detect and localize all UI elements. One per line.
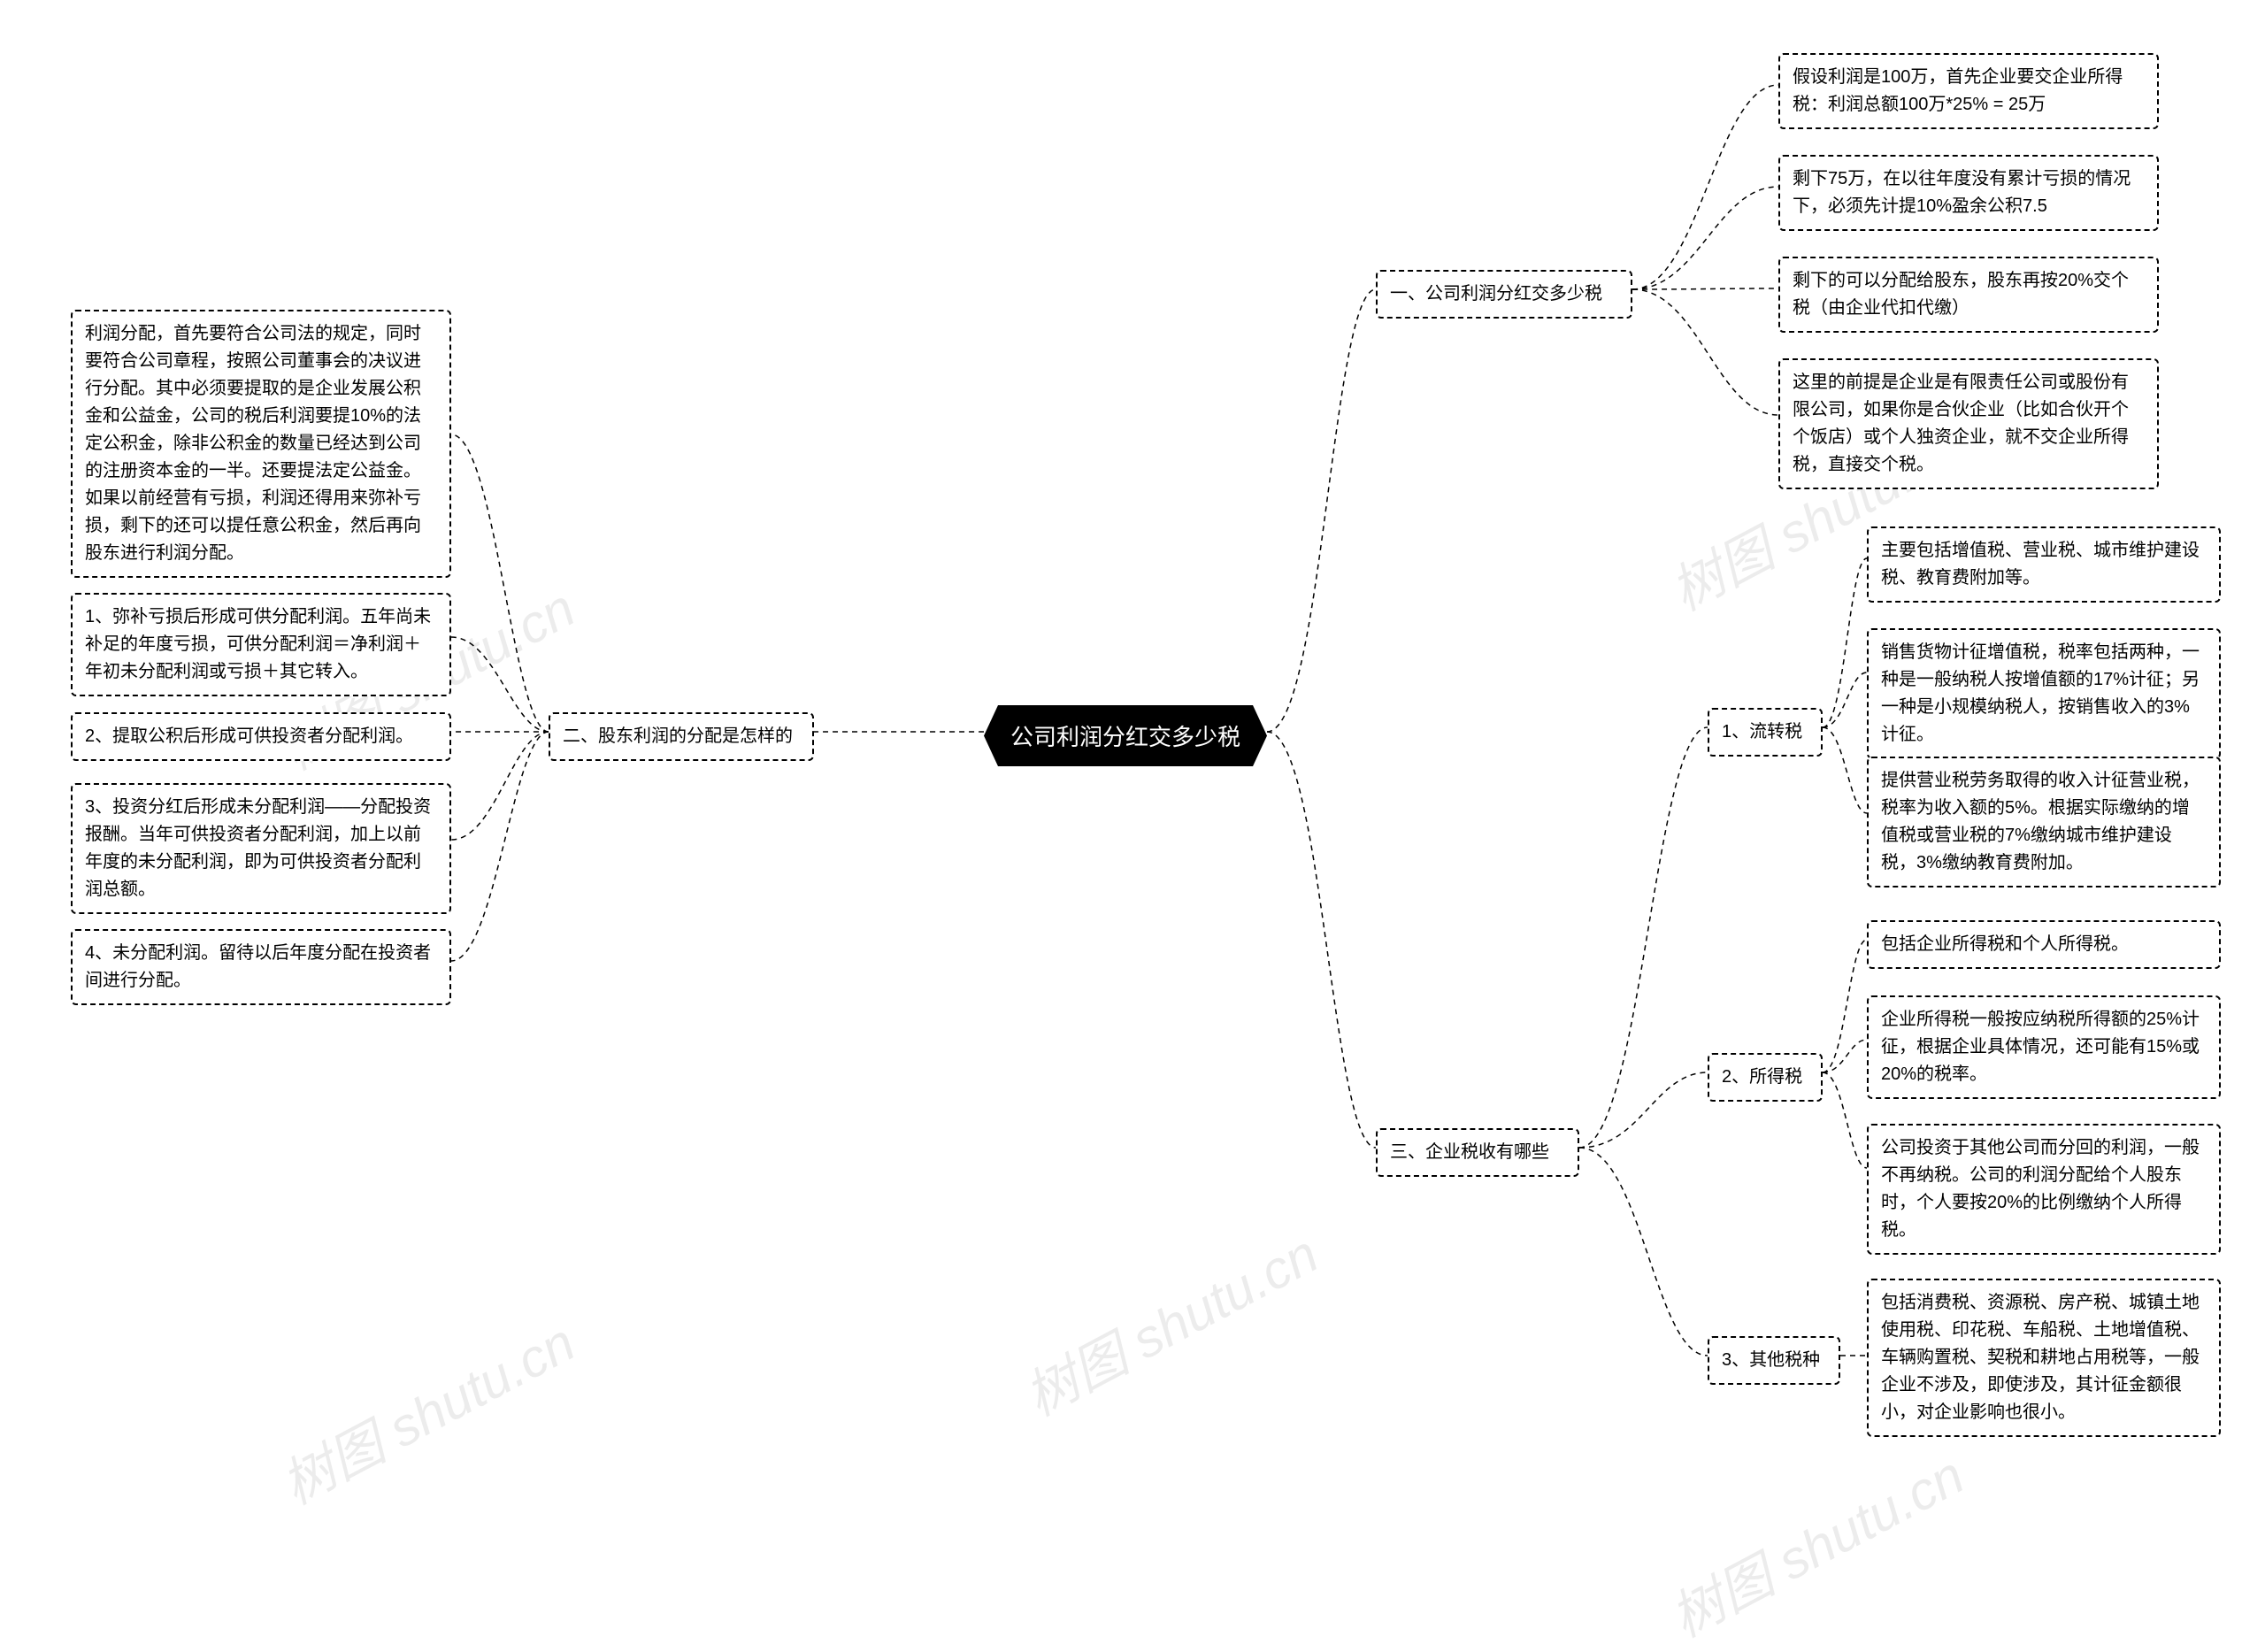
mindmap-node: 包括消费税、资源税、房产税、城镇土地使用税、印花税、车船税、土地增值税、车辆购置… [1867,1279,2221,1437]
node-label: 这里的前提是企业是有限责任公司或股份有限公司，如果你是合伙企业（比如合伙开个个饭… [1793,373,2129,474]
connector [1579,1072,1708,1148]
node-label: 利润分配，首先要符合公司法的规定，同时要符合公司章程，按照公司董事会的决议进行分… [85,324,421,563]
connector [451,732,549,961]
node-label: 1、弥补亏损后形成可供分配利润。五年尚未补足的年度亏损，可供分配利润＝净利润＋年… [85,607,431,681]
mindmap-root: 公司利润分红交多少税 [984,705,1267,766]
mindmap-node: 剩下75万，在以往年度没有累计亏损的情况下，必须先计提10%盈余公积7.5 [1778,155,2159,231]
node-label: 三、企业税收有哪些 [1390,1142,1549,1162]
node-label: 包括企业所得税和个人所得税。 [1881,934,2129,954]
mindmap-node: 提供营业税劳务取得的收入计征营业税，税率为收入额的5%。根据实际缴纳的增值税或营… [1867,757,2221,887]
connector [1579,727,1708,1148]
node-label: 剩下的可以分配给股东，股东再按20%交个税（由企业代扣代缴） [1793,271,2129,318]
watermark: 树图 shutu.cn [1010,1212,1330,1431]
connector [1632,187,1778,289]
mindmap-node: 4、未分配利润。留待以后年度分配在投资者间进行分配。 [71,929,451,1005]
mindmap-node: 销售货物计征增值税，税率包括两种，一种是一般纳税人按增值额的17%计征；另一种是… [1867,628,2221,759]
connector [1823,672,1867,727]
node-label: 1、流转税 [1722,722,1802,741]
mindmap-node: 企业所得税一般按应纳税所得额的25%计征，根据企业具体情况，还可能有15%或20… [1867,995,2221,1099]
mindmap-node: 包括企业所得税和个人所得税。 [1867,920,2221,969]
connector [1632,85,1778,289]
mindmap-node: 二、股东利润的分配是怎样的 [549,712,814,761]
node-label: 3、其他税种 [1722,1350,1820,1370]
mindmap-node: 1、流转税 [1708,708,1823,757]
node-label: 剩下75万，在以往年度没有累计亏损的情况下，必须先计提10%盈余公积7.5 [1793,169,2131,216]
node-label: 3、投资分红后形成未分配利润——分配投资报酬。当年可供投资者分配利润，加上以前年… [85,797,431,899]
node-label: 提供营业税劳务取得的收入计征营业税，税率为收入额的5%。根据实际缴纳的增值税或营… [1881,771,2200,872]
root-label: 公司利润分红交多少税 [1010,724,1240,750]
connector [451,434,549,732]
node-label: 包括消费税、资源税、房产税、城镇土地使用税、印花税、车船税、土地增值税、车辆购置… [1881,1293,2200,1422]
mindmap-node: 一、公司利润分红交多少税 [1376,270,1632,319]
connector [451,732,549,840]
mindmap-node: 剩下的可以分配给股东，股东再按20%交个税（由企业代扣代缴） [1778,257,2159,333]
mindmap-node: 3、其他税种 [1708,1336,1840,1385]
node-label: 公司投资于其他公司而分回的利润，一般不再纳税。公司的利润分配给个人股东时，个人要… [1881,1138,2200,1240]
node-label: 2、所得税 [1722,1067,1802,1087]
connector [1823,1072,1867,1168]
mindmap-node: 公司投资于其他公司而分回的利润，一般不再纳税。公司的利润分配给个人股东时，个人要… [1867,1124,2221,1255]
node-label: 主要包括增值税、营业税、城市维护建设税、教育费附加等。 [1881,541,2200,588]
node-label: 二、股东利润的分配是怎样的 [563,726,793,746]
mindmap-node: 主要包括增值税、营业税、城市维护建设税、教育费附加等。 [1867,526,2221,603]
connector [1823,727,1867,813]
mindmap-node: 1、弥补亏损后形成可供分配利润。五年尚未补足的年度亏损，可供分配利润＝净利润＋年… [71,593,451,696]
node-label: 销售货物计征增值税，税率包括两种，一种是一般纳税人按增值额的17%计征；另一种是… [1881,642,2200,744]
mindmap-node: 3、投资分红后形成未分配利润——分配投资报酬。当年可供投资者分配利润，加上以前年… [71,783,451,914]
connector [1823,558,1867,727]
mindmap-node: 2、提取公积后形成可供投资者分配利润。 [71,712,451,761]
connector [1823,940,1867,1072]
connector [1267,289,1376,732]
mindmap-node: 这里的前提是企业是有限责任公司或股份有限公司，如果你是合伙企业（比如合伙开个个饭… [1778,358,2159,489]
watermark: 树图 shutu.cn [1655,1433,1976,1652]
watermark: 树图 shutu.cn [266,1301,587,1519]
connector [1632,288,1778,289]
node-label: 2、提取公积后形成可供投资者分配利润。 [85,726,413,746]
node-label: 一、公司利润分红交多少税 [1390,284,1602,304]
mindmap-node: 三、企业税收有哪些 [1376,1128,1579,1177]
mindmap-node: 假设利润是100万，首先企业要交企业所得税：利润总额100万*25% = 25万 [1778,53,2159,129]
node-label: 企业所得税一般按应纳税所得额的25%计征，根据企业具体情况，还可能有15%或20… [1881,1010,2200,1084]
connector [1579,1148,1708,1356]
connector [451,637,549,732]
mindmap-node: 2、所得税 [1708,1053,1823,1102]
connector [1632,289,1778,415]
node-label: 假设利润是100万，首先企业要交企业所得税：利润总额100万*25% = 25万 [1793,67,2123,114]
connector [1823,1040,1867,1072]
mindmap-node: 利润分配，首先要符合公司法的规定，同时要符合公司章程，按照公司董事会的决议进行分… [71,310,451,578]
connector [1267,732,1376,1148]
node-label: 4、未分配利润。留待以后年度分配在投资者间进行分配。 [85,943,431,990]
